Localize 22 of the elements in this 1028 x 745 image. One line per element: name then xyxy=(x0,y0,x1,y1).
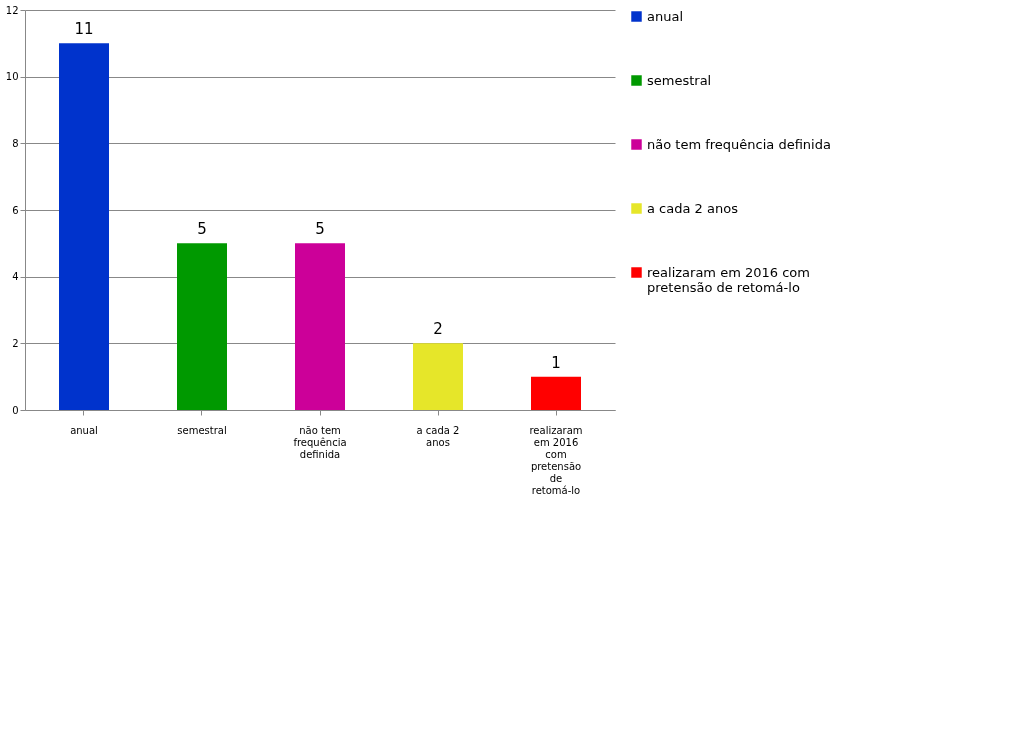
y-tick-label: 4 xyxy=(12,271,19,283)
y-tick-label: 2 xyxy=(12,337,19,349)
legend-label: realizaram em 2016 com pretensão de retomá-lo xyxy=(647,264,810,295)
x-tick-label: anual xyxy=(70,424,98,436)
legend-label: anual xyxy=(647,8,684,24)
data-label: 2 xyxy=(433,320,443,339)
data-label: 11 xyxy=(74,20,94,39)
data-label: 1 xyxy=(551,353,561,372)
y-tick-label: 6 xyxy=(12,204,19,216)
y-tick-label: 8 xyxy=(12,137,19,149)
legend-label: não tem frequência definida xyxy=(647,136,831,152)
legend-label: a cada 2 anos xyxy=(647,200,739,216)
y-tick-label: 0 xyxy=(12,404,19,416)
y-tick-label: 12 xyxy=(5,4,19,16)
x-tick-label: semestral xyxy=(177,424,227,436)
x-tick-label: realizaram em 2016 com pretensão de retomá-lo xyxy=(529,424,583,496)
data-label: 5 xyxy=(197,220,207,239)
x-tick-label: não tem frequência definida xyxy=(293,424,347,460)
legend-label: semestral xyxy=(647,72,712,88)
x-tick-label: a cada 2 anos xyxy=(416,424,460,448)
data-label: 5 xyxy=(315,220,325,239)
y-tick-label: 10 xyxy=(5,71,19,83)
